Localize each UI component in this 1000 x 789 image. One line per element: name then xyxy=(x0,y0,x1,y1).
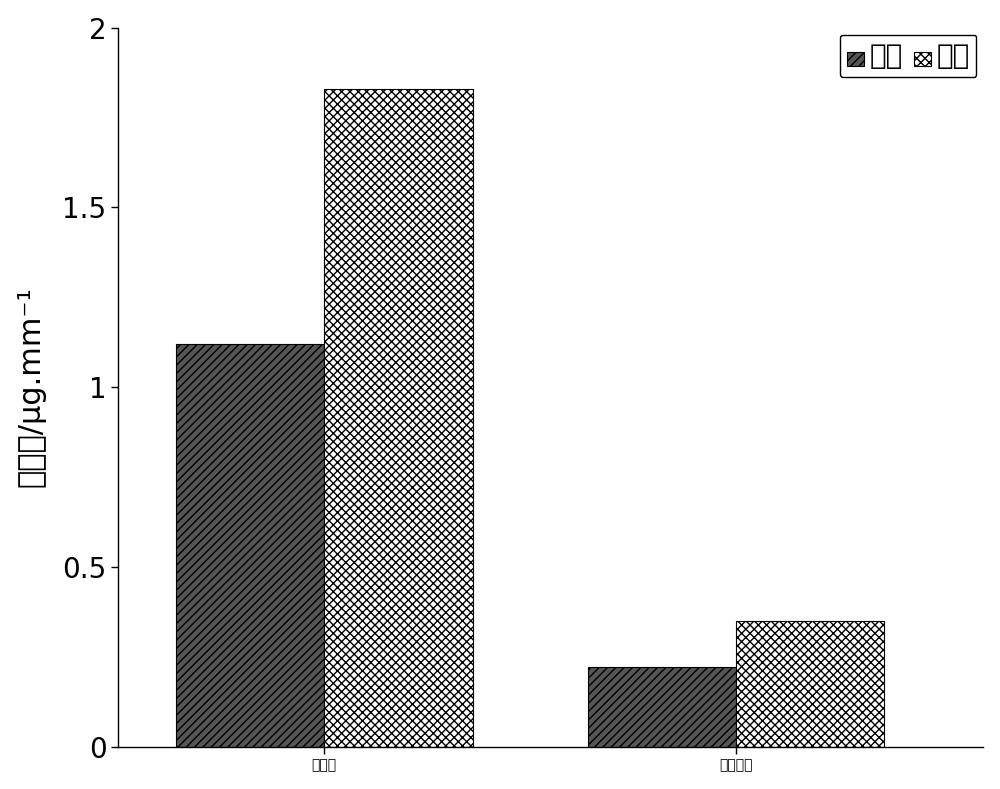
Y-axis label: 磨损率/μg.mm⁻¹: 磨损率/μg.mm⁻¹ xyxy=(17,286,46,488)
Bar xyxy=(588,667,736,746)
Legend: 钒轨, 车轮: 钒轨, 车轮 xyxy=(840,35,976,77)
Bar xyxy=(176,344,324,746)
Bar xyxy=(736,621,884,746)
Bar xyxy=(324,89,473,746)
